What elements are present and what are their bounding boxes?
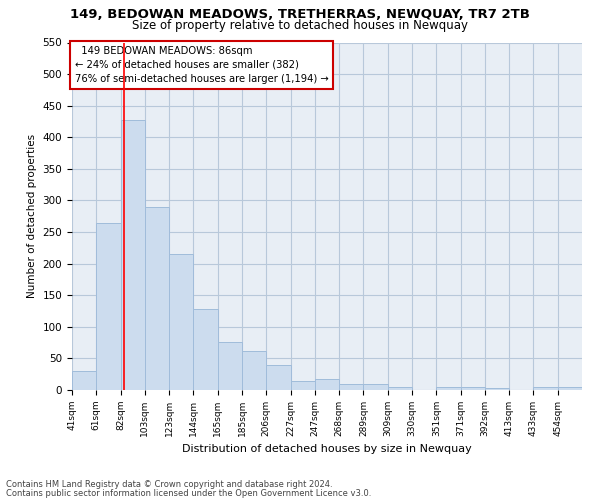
- Bar: [266, 364, 290, 390]
- Bar: [339, 384, 364, 390]
- Bar: [388, 388, 412, 390]
- Text: 149 BEDOWAN MEADOWS: 86sqm  
← 24% of detached houses are smaller (382)
76% of s: 149 BEDOWAN MEADOWS: 86sqm ← 24% of deta…: [74, 46, 328, 84]
- Bar: [169, 254, 193, 390]
- Text: Size of property relative to detached houses in Newquay: Size of property relative to detached ho…: [132, 19, 468, 32]
- Bar: [436, 387, 461, 390]
- Bar: [461, 387, 485, 390]
- Text: Contains HM Land Registry data © Crown copyright and database right 2024.: Contains HM Land Registry data © Crown c…: [6, 480, 332, 489]
- Bar: [218, 342, 242, 390]
- Bar: [72, 371, 96, 390]
- Bar: [558, 387, 582, 390]
- Bar: [96, 222, 121, 390]
- Bar: [121, 120, 145, 390]
- Bar: [242, 352, 266, 390]
- Bar: [485, 388, 509, 390]
- X-axis label: Distribution of detached houses by size in Newquay: Distribution of detached houses by size …: [182, 444, 472, 454]
- Bar: [533, 387, 558, 390]
- Bar: [145, 207, 169, 390]
- Bar: [290, 380, 315, 390]
- Bar: [193, 309, 218, 390]
- Bar: [315, 378, 339, 390]
- Text: 149, BEDOWAN MEADOWS, TRETHERRAS, NEWQUAY, TR7 2TB: 149, BEDOWAN MEADOWS, TRETHERRAS, NEWQUA…: [70, 8, 530, 20]
- Text: Contains public sector information licensed under the Open Government Licence v3: Contains public sector information licen…: [6, 489, 371, 498]
- Y-axis label: Number of detached properties: Number of detached properties: [27, 134, 37, 298]
- Bar: [364, 384, 388, 390]
